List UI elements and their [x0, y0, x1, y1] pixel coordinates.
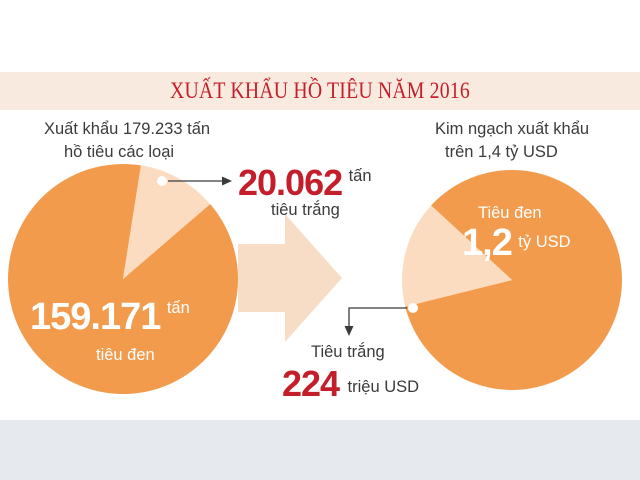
white-pepper-usd-unit: triệu USD [347, 378, 420, 396]
infographic-title: XUẤT KHẨU HỒ TIÊU NĂM 2016 [170, 78, 470, 103]
white-pepper-tons-value: 20.062 [238, 162, 343, 203]
black-pepper-tons-label: tiêu đen [96, 346, 155, 364]
title-band [0, 72, 640, 110]
black-pepper-usd-value: 1,2 [462, 222, 513, 264]
pie-slice-tieu-trang-usd [402, 205, 512, 307]
left-header-line1: Xuất khẩu 179.233 tấn [44, 120, 211, 138]
right-pie-chart [402, 169, 623, 390]
black-pepper-usd-value-group: 1,2 tỷ USD [462, 222, 571, 265]
black-pepper-usd-label: Tiêu đen [478, 204, 542, 222]
transition-arrow [238, 214, 342, 342]
callout-dot-left [157, 176, 167, 186]
black-pepper-tons-value: 159.171 [30, 296, 161, 338]
white-pepper-tons-label: tiêu trắng [271, 201, 340, 219]
white-pepper-usd-value: 224 [282, 363, 340, 404]
white-pepper-usd-label: Tiêu trắng [311, 343, 385, 361]
white-pepper-tons-unit: tấn [348, 167, 372, 185]
white-pepper-tons-value-group: 20.062 tấn [238, 162, 372, 204]
left-header-line2: hồ tiêu các loại [64, 143, 175, 161]
black-pepper-tons-unit: tấn [166, 299, 190, 317]
right-header-line1: Kim ngạch xuất khẩu [435, 120, 590, 138]
callout-dot-right [408, 303, 418, 313]
pie-slice-tieu-trang-tons [123, 165, 211, 279]
pie-slice-tieu-den-tons [8, 164, 239, 395]
left-pie-chart [8, 164, 239, 395]
callout-arrow-left [168, 176, 232, 186]
right-header-line2: trên 1,4 tỷ USD [445, 143, 558, 161]
callout-arrow-right [344, 307, 407, 336]
pie-slice-tieu-den-usd [405, 169, 623, 390]
white-pepper-usd-value-group: 224 triệu USD [282, 363, 419, 405]
black-pepper-tons-value-group: 159.171 tấn [30, 296, 190, 339]
black-pepper-usd-unit: tỷ USD [518, 233, 571, 251]
